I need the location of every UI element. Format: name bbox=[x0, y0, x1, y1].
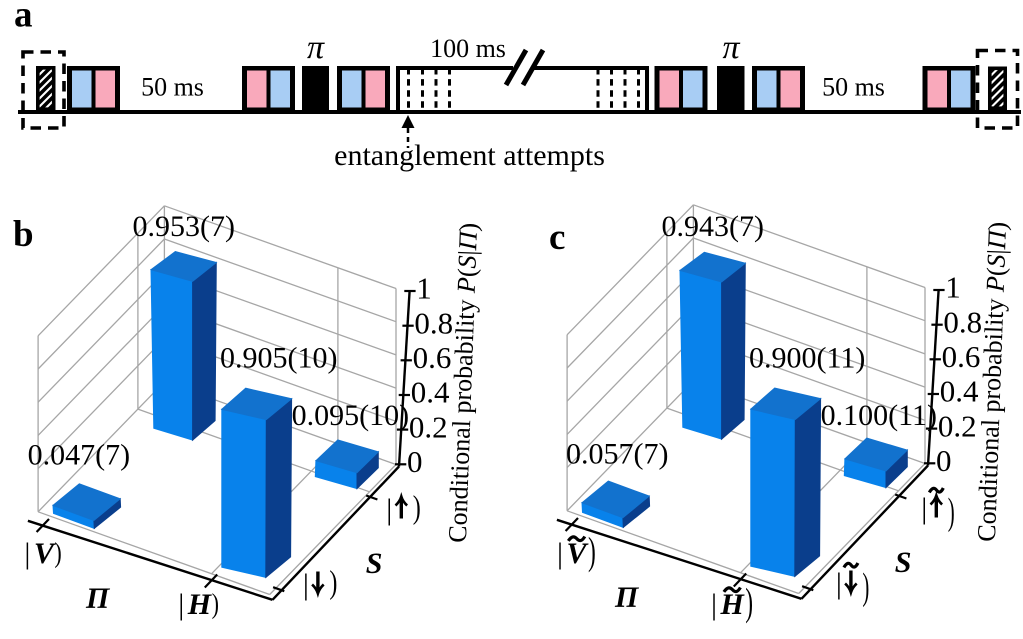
svg-text:c: c bbox=[549, 217, 565, 258]
svg-text:0.057(7): 0.057(7) bbox=[566, 438, 668, 471]
svg-text:0.047(7): 0.047(7) bbox=[28, 439, 130, 472]
svg-text:): ) bbox=[862, 566, 869, 608]
svg-text:entanglement attempts: entanglement attempts bbox=[334, 139, 605, 172]
svg-text:0.2: 0.2 bbox=[938, 408, 977, 443]
svg-text:|: | bbox=[711, 588, 717, 621]
svg-text:0.8: 0.8 bbox=[414, 305, 453, 340]
svg-text:): ) bbox=[329, 564, 337, 601]
svg-text:0: 0 bbox=[407, 444, 423, 479]
svg-text:): ) bbox=[588, 529, 596, 573]
svg-text:1: 1 bbox=[945, 270, 961, 305]
svg-text:H: H bbox=[187, 588, 213, 621]
svg-text:|: | bbox=[24, 537, 30, 570]
svg-text:|: | bbox=[921, 492, 927, 525]
svg-text:|: | bbox=[303, 568, 309, 601]
svg-text:π: π bbox=[722, 29, 740, 66]
svg-text:|: | bbox=[178, 588, 184, 621]
svg-text:|: | bbox=[836, 567, 842, 600]
svg-text:): ) bbox=[212, 587, 219, 620]
svg-text:Π: Π bbox=[614, 581, 640, 614]
svg-text:0.4: 0.4 bbox=[411, 375, 450, 410]
svg-text:0.2: 0.2 bbox=[409, 409, 448, 444]
svg-text:V: V bbox=[34, 537, 57, 570]
svg-text:H: H bbox=[720, 588, 746, 621]
svg-text:): ) bbox=[948, 491, 955, 533]
svg-text:1: 1 bbox=[416, 271, 432, 306]
svg-text:): ) bbox=[745, 580, 753, 624]
svg-text:S: S bbox=[366, 547, 383, 580]
svg-text:100 ms: 100 ms bbox=[430, 34, 506, 63]
svg-text:V: V bbox=[567, 537, 590, 570]
svg-text:): ) bbox=[413, 489, 421, 526]
svg-text:0.100(11): 0.100(11) bbox=[821, 399, 937, 432]
svg-text:0.8: 0.8 bbox=[943, 304, 982, 339]
svg-text:): ) bbox=[54, 536, 61, 569]
svg-text:a: a bbox=[14, 0, 33, 36]
svg-text:0.4: 0.4 bbox=[940, 374, 979, 409]
svg-text:0.6: 0.6 bbox=[942, 339, 981, 374]
svg-text:Π: Π bbox=[85, 582, 111, 615]
svg-text:0: 0 bbox=[936, 443, 952, 478]
svg-text:50 ms: 50 ms bbox=[822, 73, 885, 102]
svg-text:0.905(10): 0.905(10) bbox=[220, 342, 337, 375]
svg-text:π: π bbox=[307, 29, 325, 66]
svg-text:b: b bbox=[13, 214, 34, 255]
svg-text:0.095(10): 0.095(10) bbox=[292, 399, 409, 432]
svg-text:|: | bbox=[557, 537, 563, 570]
svg-text:50 ms: 50 ms bbox=[141, 73, 204, 102]
svg-text:0.6: 0.6 bbox=[413, 340, 452, 375]
svg-text:S: S bbox=[895, 546, 912, 579]
svg-text:0.900(11): 0.900(11) bbox=[749, 342, 865, 375]
svg-text:0.953(7): 0.953(7) bbox=[133, 210, 235, 243]
svg-text:|: | bbox=[386, 493, 392, 526]
svg-text:0.943(7): 0.943(7) bbox=[662, 210, 764, 243]
